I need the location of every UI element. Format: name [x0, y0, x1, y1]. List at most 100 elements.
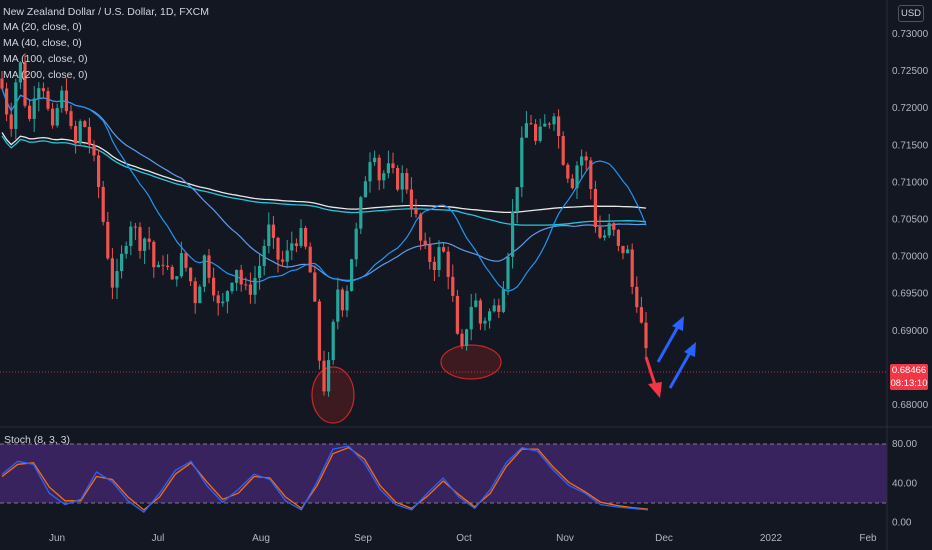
- candle-up[interactable]: [55, 108, 59, 126]
- candle-down[interactable]: [304, 228, 308, 247]
- candle-down[interactable]: [547, 123, 551, 125]
- candle-down[interactable]: [612, 223, 616, 230]
- candle-down[interactable]: [446, 251, 450, 277]
- candle-down[interactable]: [455, 295, 459, 334]
- candle-down[interactable]: [570, 178, 574, 189]
- candle-up[interactable]: [552, 116, 556, 125]
- candle-up[interactable]: [359, 197, 363, 229]
- candle-up[interactable]: [267, 224, 271, 247]
- candle-up[interactable]: [14, 82, 18, 129]
- candle-down[interactable]: [322, 360, 326, 392]
- candle-up[interactable]: [354, 228, 358, 260]
- candle-down[interactable]: [281, 259, 285, 262]
- candle-up[interactable]: [32, 98, 36, 119]
- ma40-label[interactable]: MA (40, close, 0): [3, 37, 82, 49]
- candle-up[interactable]: [492, 305, 496, 312]
- ma200-line[interactable]: [1, 132, 647, 214]
- candle-up[interactable]: [607, 223, 611, 236]
- candle-up[interactable]: [253, 277, 257, 295]
- candle-down[interactable]: [152, 241, 156, 268]
- candle-down[interactable]: [630, 249, 634, 287]
- candle-up[interactable]: [221, 301, 225, 304]
- candle-down[interactable]: [212, 277, 216, 296]
- candle-up[interactable]: [580, 156, 584, 166]
- candle-up[interactable]: [60, 90, 64, 109]
- candle-up[interactable]: [386, 163, 390, 174]
- candle-down[interactable]: [166, 265, 170, 267]
- candle-down[interactable]: [74, 126, 78, 144]
- candle-up[interactable]: [202, 255, 206, 287]
- candle-down[interactable]: [621, 245, 625, 254]
- ma20-label[interactable]: MA (20, close, 0): [3, 21, 82, 33]
- candle-down[interactable]: [432, 261, 436, 271]
- candle-up[interactable]: [506, 256, 510, 290]
- candle-down[interactable]: [271, 224, 275, 238]
- candle-up[interactable]: [543, 123, 547, 127]
- currency-badge[interactable]: USD: [898, 5, 924, 22]
- candle-up[interactable]: [363, 181, 367, 198]
- candle-down[interactable]: [451, 276, 455, 296]
- candle-up[interactable]: [198, 286, 202, 304]
- candle-down[interactable]: [396, 167, 400, 190]
- candle-down[interactable]: [442, 247, 446, 252]
- candle-down[interactable]: [497, 305, 501, 312]
- candle-up[interactable]: [115, 271, 119, 288]
- ellipse-low-aug[interactable]: [311, 366, 355, 424]
- candle-down[interactable]: [419, 214, 423, 241]
- candle-down[interactable]: [313, 272, 317, 302]
- candle-down[interactable]: [405, 173, 409, 190]
- candle-up[interactable]: [368, 162, 372, 182]
- ma100-label[interactable]: MA (100, close, 0): [3, 53, 88, 65]
- candle-down[interactable]: [377, 157, 381, 181]
- candle-down[interactable]: [561, 136, 565, 165]
- candle-up[interactable]: [483, 320, 487, 324]
- candle-down[interactable]: [64, 90, 68, 112]
- candle-down[interactable]: [616, 229, 620, 246]
- stoch-k-line[interactable]: [1, 445, 649, 513]
- candle-down[interactable]: [106, 221, 110, 259]
- candle-down[interactable]: [639, 307, 643, 323]
- candle-down[interactable]: [644, 322, 648, 349]
- candle-down[interactable]: [0, 78, 4, 89]
- candle-down[interactable]: [391, 163, 395, 168]
- candle-up[interactable]: [382, 173, 386, 181]
- candle-down[interactable]: [83, 121, 87, 127]
- candle-up[interactable]: [129, 226, 133, 246]
- candle-down[interactable]: [97, 155, 101, 187]
- candle-down[interactable]: [87, 126, 91, 145]
- ma100-line[interactable]: [1, 135, 647, 226]
- candle-down[interactable]: [147, 238, 151, 242]
- candle-down[interactable]: [46, 91, 50, 109]
- candle-up[interactable]: [120, 253, 124, 272]
- candle-down[interactable]: [216, 295, 220, 304]
- candle-down[interactable]: [138, 227, 142, 251]
- candle-down[interactable]: [423, 240, 427, 245]
- candle-down[interactable]: [69, 111, 73, 127]
- candle-down[interactable]: [478, 300, 482, 324]
- candle-down[interactable]: [294, 243, 298, 246]
- candle-up[interactable]: [156, 264, 160, 268]
- ma200-label[interactable]: MA (200, close, 0): [3, 69, 88, 81]
- candle-up[interactable]: [626, 249, 630, 254]
- price-axis[interactable]: 0.73000 0.72500 0.72000 0.71500 0.71000 0.705…: [892, 29, 929, 411]
- stoch-d-line[interactable]: [1, 446, 649, 511]
- candle-up[interactable]: [179, 253, 183, 277]
- candle-down[interactable]: [23, 62, 27, 106]
- candle-up[interactable]: [520, 137, 524, 188]
- candle-down[interactable]: [207, 255, 211, 278]
- candle-down[interactable]: [9, 114, 13, 129]
- candle-up[interactable]: [262, 246, 266, 266]
- candle-down[interactable]: [110, 258, 114, 288]
- candle-up[interactable]: [373, 157, 377, 163]
- ma20-line[interactable]: [1, 88, 647, 292]
- candle-down[interactable]: [193, 281, 197, 304]
- candle-down[interactable]: [557, 116, 561, 137]
- candle-down[interactable]: [317, 301, 321, 361]
- candle-down[interactable]: [101, 186, 105, 222]
- candle-down[interactable]: [239, 269, 243, 285]
- candle-up[interactable]: [37, 88, 41, 99]
- candle-down[interactable]: [170, 266, 174, 280]
- candle-down[interactable]: [593, 188, 597, 228]
- candle-down[interactable]: [92, 144, 96, 156]
- candle-down[interactable]: [584, 156, 588, 161]
